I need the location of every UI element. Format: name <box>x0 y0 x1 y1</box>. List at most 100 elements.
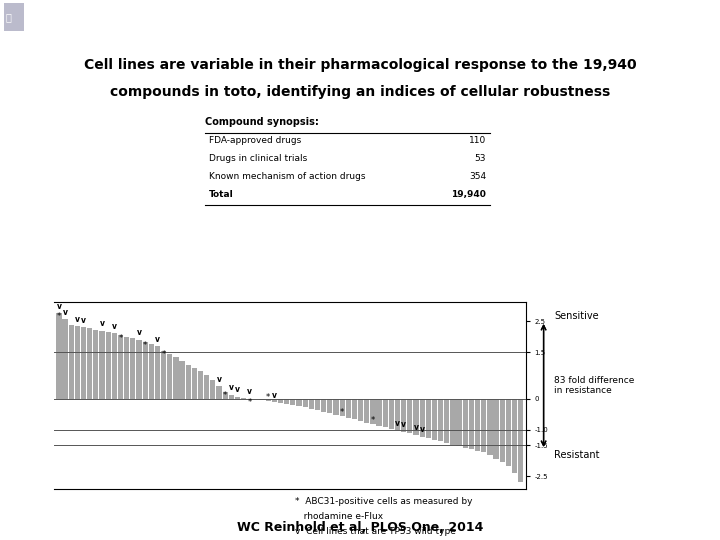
Bar <box>444 399 449 443</box>
Bar <box>395 399 400 430</box>
Bar <box>321 399 326 411</box>
Text: *: * <box>143 341 148 350</box>
Bar <box>278 399 283 403</box>
Bar <box>481 399 486 453</box>
Text: v: v <box>63 308 68 317</box>
Bar <box>302 399 308 407</box>
Text: v: v <box>112 322 117 331</box>
Bar <box>266 399 271 401</box>
Text: Drugs in clinical trials: Drugs in clinical trials <box>209 154 307 163</box>
Bar <box>340 399 345 416</box>
Bar <box>106 332 111 399</box>
Text: CellMiner: CellMiner <box>30 8 93 21</box>
Bar <box>432 399 437 440</box>
Bar <box>463 399 468 448</box>
Bar <box>408 399 413 434</box>
Text: v: v <box>229 383 234 393</box>
Text: Known mechanism of action drugs: Known mechanism of action drugs <box>209 172 365 181</box>
Bar <box>315 399 320 410</box>
Bar <box>389 399 394 429</box>
Bar <box>290 399 295 406</box>
Text: *: * <box>371 416 375 425</box>
Bar <box>469 399 474 449</box>
Bar <box>327 399 333 413</box>
Bar <box>210 380 215 399</box>
Bar <box>4 3 24 31</box>
Text: LMP, CCR, National Cancer Institute: LMP, CCR, National Cancer Institute <box>623 22 716 26</box>
Bar <box>450 399 456 444</box>
Text: v: v <box>395 419 400 428</box>
Text: *: * <box>118 334 122 343</box>
Bar <box>124 336 130 399</box>
Text: Genomics and Bioinformatics Group: Genomics and Bioinformatics Group <box>603 8 716 12</box>
Bar <box>148 345 154 399</box>
Bar <box>401 399 406 432</box>
Bar <box>333 399 338 415</box>
Text: v: v <box>413 423 418 433</box>
Text: rhodamine e-Flux: rhodamine e-Flux <box>295 512 383 521</box>
Text: 19,940: 19,940 <box>451 190 486 199</box>
Text: Build:1.0: Build:1.0 <box>85 18 109 23</box>
Bar <box>56 313 61 399</box>
Bar <box>155 347 160 399</box>
Bar <box>456 399 462 446</box>
Text: 83 fold difference
in resistance: 83 fold difference in resistance <box>554 376 635 395</box>
Text: Total: Total <box>209 190 233 199</box>
Text: 354: 354 <box>469 172 486 181</box>
Bar <box>420 399 425 436</box>
Text: *: * <box>161 350 166 359</box>
Bar <box>167 354 172 399</box>
Text: Compound synopsis:: Compound synopsis: <box>205 117 319 127</box>
Text: v: v <box>137 328 141 337</box>
Bar <box>346 399 351 418</box>
Text: v: v <box>155 335 160 344</box>
Bar <box>99 331 104 399</box>
Bar <box>413 399 418 435</box>
Bar <box>75 326 80 399</box>
Text: v: v <box>217 375 222 384</box>
Bar <box>186 364 191 399</box>
Bar <box>297 399 302 407</box>
Text: v: v <box>75 315 80 324</box>
Bar <box>81 327 86 399</box>
Text: v: v <box>272 391 277 400</box>
Text: *: * <box>266 393 271 402</box>
Bar <box>229 395 234 399</box>
Bar <box>500 399 505 462</box>
Bar <box>112 334 117 399</box>
Bar <box>475 399 480 451</box>
Text: Cell lines are variable in their pharmacological response to the 19,940: Cell lines are variable in their pharmac… <box>84 58 636 72</box>
Bar <box>505 399 511 467</box>
Text: FDA-approved drugs: FDA-approved drugs <box>209 136 301 145</box>
Bar <box>198 372 203 399</box>
Bar <box>241 398 246 399</box>
Text: *: * <box>248 398 252 407</box>
Bar <box>192 368 197 399</box>
Bar <box>235 397 240 399</box>
Bar <box>284 399 289 404</box>
Bar <box>118 335 123 399</box>
Bar <box>382 399 388 427</box>
Text: WC Reinhold et al, PLOS One, 2014: WC Reinhold et al, PLOS One, 2014 <box>237 521 483 534</box>
Bar <box>130 338 135 399</box>
Bar <box>377 399 382 426</box>
Bar <box>352 399 357 420</box>
Bar <box>94 330 99 399</box>
Bar <box>493 399 499 458</box>
Bar <box>222 392 228 399</box>
Text: http://discover.nci.nih.gov/cellminer/: http://discover.nci.nih.gov/cellminer/ <box>246 11 474 21</box>
Text: v: v <box>99 320 104 328</box>
Text: v: v <box>420 425 425 434</box>
Text: Sensitive: Sensitive <box>554 310 599 321</box>
Bar <box>136 340 142 399</box>
Text: compounds in toto, identifying an indices of cellular robustness: compounds in toto, identifying an indice… <box>110 85 610 99</box>
Text: v  Cell lines that are TP53 wild type: v Cell lines that are TP53 wild type <box>295 527 456 536</box>
Bar <box>512 399 517 472</box>
Bar <box>259 399 265 400</box>
Bar <box>87 328 92 399</box>
Bar <box>309 399 314 409</box>
Bar <box>179 361 184 399</box>
Text: v: v <box>56 302 61 311</box>
Text: 53: 53 <box>474 154 486 163</box>
Bar <box>358 399 363 421</box>
